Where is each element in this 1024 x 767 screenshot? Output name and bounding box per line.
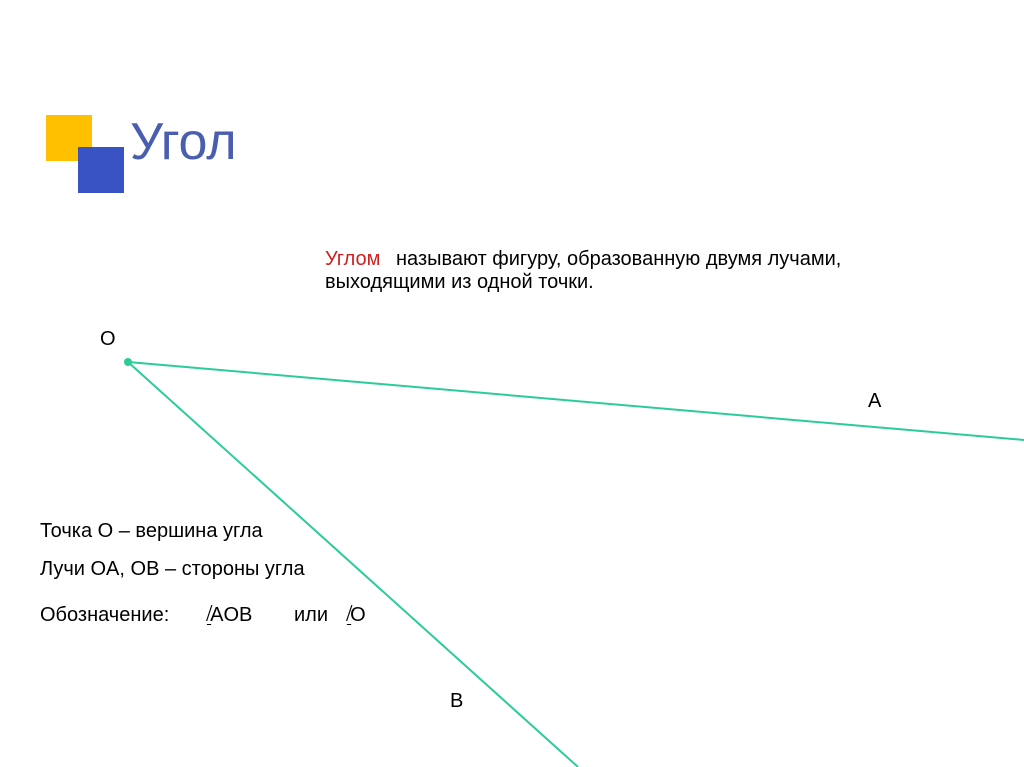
label-a: A xyxy=(868,390,881,413)
angle-aob-text: AOB xyxy=(210,604,252,626)
angle-o-text: O xyxy=(350,604,366,626)
angle-diagram xyxy=(0,0,1024,767)
anno-notation-or: или xyxy=(294,604,328,627)
anno-notation-aob: /AOB xyxy=(206,604,252,627)
angle-symbol-icon: / xyxy=(347,605,351,625)
label-b: B xyxy=(450,690,463,713)
ray-oa xyxy=(128,362,1024,440)
slide-stage: Угол Углом называют фигуру, образованную… xyxy=(0,0,1024,767)
angle-symbol-icon: / xyxy=(207,605,211,625)
anno-sides: Лучи OA, OB – стороны угла xyxy=(40,558,305,581)
anno-notation-label: Обозначение: xyxy=(40,604,169,627)
anno-notation-o: /O xyxy=(346,604,366,627)
anno-vertex: Точка O – вершина угла xyxy=(40,520,263,543)
label-o: O xyxy=(100,328,116,351)
vertex-o-point xyxy=(124,358,132,366)
